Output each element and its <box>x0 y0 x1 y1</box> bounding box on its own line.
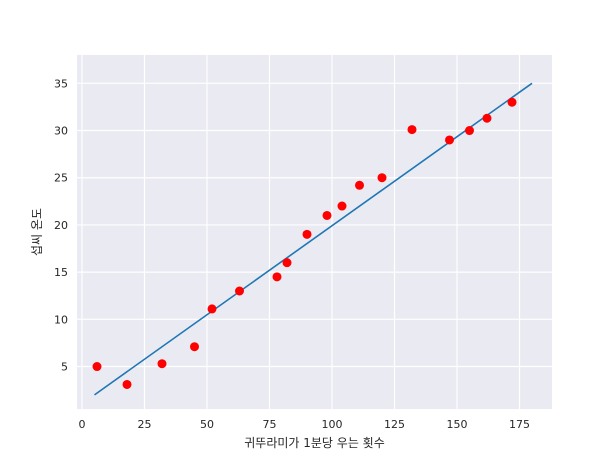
data-point <box>465 126 474 136</box>
y-tick-labels: 5 10 15 20 25 30 35 <box>54 77 68 373</box>
grid-lines <box>77 55 552 409</box>
data-point <box>337 201 347 211</box>
data-point <box>92 362 102 372</box>
data-point <box>355 180 364 190</box>
y-tick-label: 5 <box>61 361 68 374</box>
fit-line <box>94 82 533 396</box>
x-axis-label: 귀뚜라미가 1분당 우는 횟수 <box>244 436 385 450</box>
data-point <box>302 229 312 239</box>
y-tick-label: 10 <box>54 313 68 326</box>
y-axis-label: 섭씨 온도 <box>30 208 44 256</box>
x-tick-label: 50 <box>200 418 214 431</box>
data-point <box>482 113 492 123</box>
fit-line-group <box>94 82 533 396</box>
x-tick-label: 25 <box>138 418 152 431</box>
data-point <box>322 210 332 220</box>
data-point <box>122 379 132 389</box>
data-point <box>282 258 292 268</box>
x-tick-label: 175 <box>509 418 530 431</box>
data-point <box>377 173 387 183</box>
data-point <box>507 97 517 107</box>
y-tick-label: 15 <box>54 266 68 279</box>
data-point <box>272 272 282 282</box>
x-tick-label: 0 <box>79 418 86 431</box>
y-tick-label: 25 <box>54 172 68 185</box>
data-point <box>157 359 167 369</box>
data-point <box>407 125 417 135</box>
data-point <box>445 135 454 145</box>
y-tick-label: 20 <box>54 219 68 232</box>
x-tick-label: 150 <box>447 418 468 431</box>
y-tick-label: 35 <box>54 77 68 90</box>
y-tick-label: 30 <box>54 125 68 138</box>
data-point <box>190 342 199 352</box>
data-point <box>207 304 217 314</box>
x-tick-label: 125 <box>384 418 405 431</box>
data-points <box>92 97 517 389</box>
x-tick-label: 100 <box>322 418 343 431</box>
x-tick-labels: 0 25 50 75 100 125 150 175 <box>79 418 531 431</box>
x-tick-label: 75 <box>263 418 277 431</box>
data-point <box>235 286 244 296</box>
